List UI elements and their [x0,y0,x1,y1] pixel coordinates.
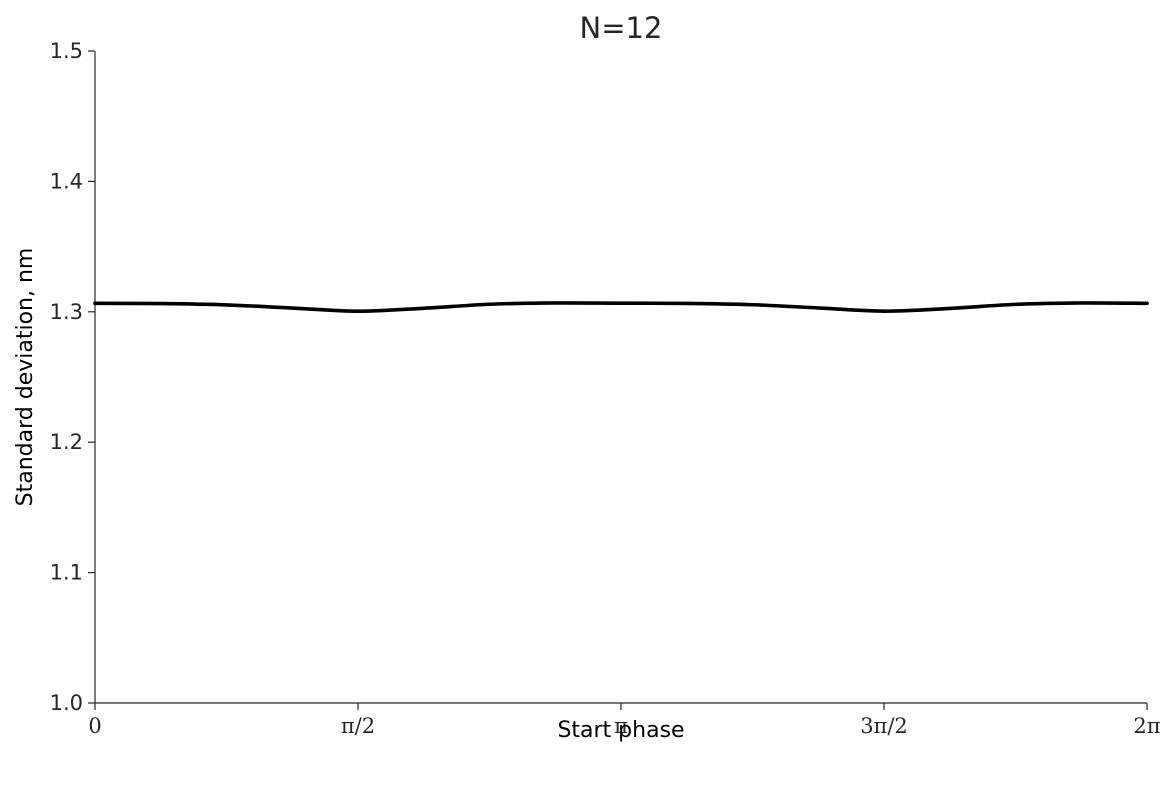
x-tick-label: 3π/2 [860,714,908,738]
y-tick-label: 1.0 [50,691,83,715]
x-tick-label: 0 [88,714,101,738]
y-tick-label: 1.5 [50,39,83,63]
series-line [93,301,1149,313]
y-ticks: 1.0 1.1 1.2 1.3 1.4 1.5 [50,39,95,715]
x-tick-label: π/2 [341,714,375,738]
x-axis-label: Start phase [557,718,684,743]
x-ticks: 0 π/2 π 3π/2 2π [88,703,1161,738]
x-tick-label: 2π [1133,714,1160,738]
y-tick-label: 1.1 [50,561,83,585]
chart-title: N=12 [580,11,663,45]
y-tick-label: 1.3 [50,300,83,324]
y-tick-label: 1.2 [50,430,83,454]
y-tick-label: 1.4 [50,169,83,193]
x-tick-label: π [614,714,628,738]
y-axis-label: Standard deviation, nm [13,248,38,507]
